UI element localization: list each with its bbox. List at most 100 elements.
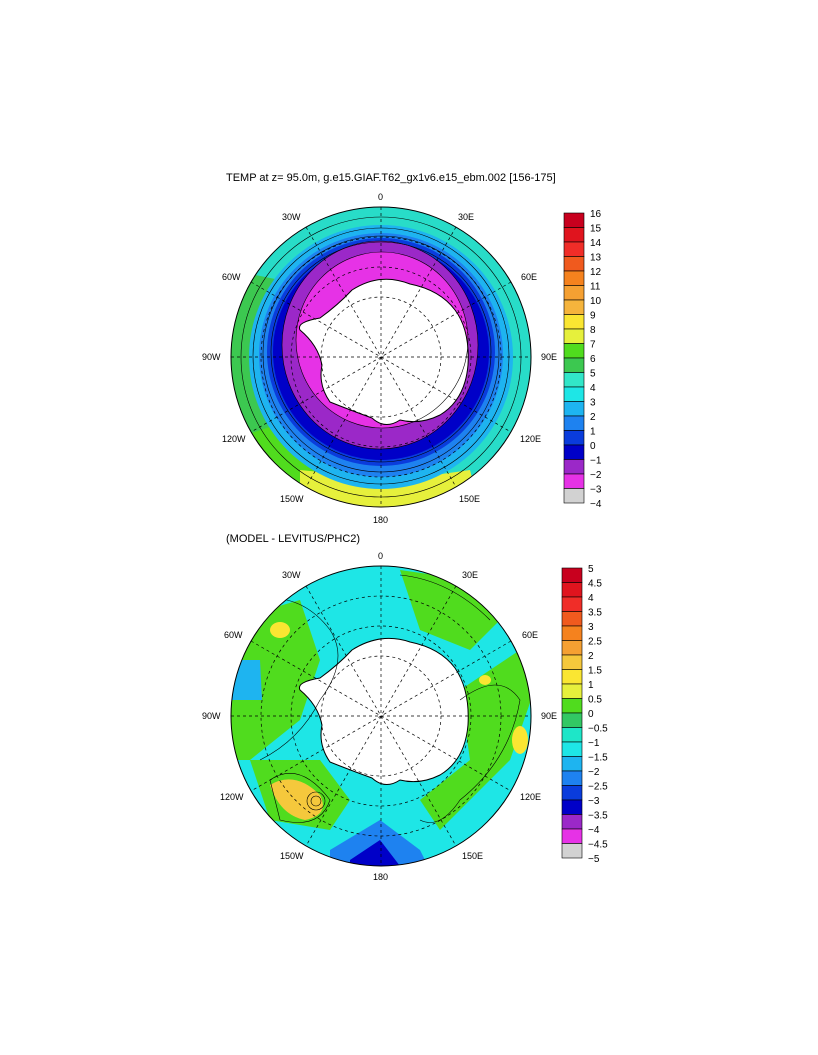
panel1-colorbar-swatch [563,299,585,315]
panel1-colorbar-label: 7 [590,340,596,351]
panel1-colorbar-swatch [563,473,585,489]
panel1-colorbar-label: 15 [590,224,602,235]
panel2-map-border [230,565,532,867]
panel1-colorbar-label: 13 [590,253,602,264]
panel2-lon-label: 120W [220,792,244,802]
panel1-colorbar-label: 8 [590,325,596,336]
panel2-colorbar-swatch [561,712,583,728]
panel1-lon-label: 90W [202,352,221,362]
panel1-lon-label: 30E [458,212,475,222]
panel2-colorbar-label: 3 [588,622,594,633]
panel1-colorbar-label: −3 [590,485,602,496]
panel1-colorbar-label: −1 [590,456,602,467]
panel2-colorbar-label: −1 [588,738,600,749]
panel2-lon-label: 180 [373,872,389,882]
panel1-colorbar-swatch [563,241,585,257]
panel2-colorbar-swatch [561,669,583,685]
panel2-colorbar-swatch [561,683,583,699]
panel1-map-border [230,206,532,508]
panel2-colorbar-swatch [561,582,583,598]
panel2-colorbar-label: −3.5 [588,811,608,822]
panel1-colorbar-label: 5 [590,369,596,380]
panel2-colorbar-swatch [561,814,583,830]
panel1-colorbar-swatch [563,227,585,243]
panel2-colorbar-label: −4 [588,825,600,836]
panel1-lon-label: 150W [280,494,304,504]
panel2-colorbar-label: 1 [588,680,594,691]
panel2-colorbar: 5 4.5 4 3.5 3 2.5 2 1.5 1 0.5 0 −0.5 −1 −1.5 −2 −2.5 −3 −… [561,564,608,865]
panel2-colorbar-swatch [561,640,583,656]
panel2-lon-label: 0 [378,551,384,561]
panel1-colorbar-swatch [563,430,585,446]
panel2-colorbar-label: 5 [588,564,594,575]
panel2-colorbar-label: −5 [588,854,600,865]
panel1-colorbar-label: −2 [590,470,602,481]
panel2-lon-label: 150E [462,851,484,861]
panel2-lon-label: 30W [282,570,301,580]
panel1-colorbar-swatch [563,314,585,330]
panel2-colorbar-label: 4.5 [588,579,602,590]
panel2-lon-label: 30E [462,570,479,580]
panel1-lon-label: 180 [373,515,389,525]
panel1-colorbar-label: 12 [590,267,602,278]
panel1-colorbar-swatch [563,212,585,228]
panel2-lon-label: 60E [522,630,539,640]
panel1-colorbar-label: 3 [590,398,596,409]
panel1-map [231,207,531,507]
panel2-colorbar-label: −2.5 [588,782,608,793]
panel2-colorbar-swatch [561,741,583,757]
panel2-colorbar-swatch [561,611,583,627]
panel2-colorbar-label: −2 [588,767,600,778]
panel2-colorbar-swatch [561,567,583,583]
panel2-colorbar-swatch [561,654,583,670]
panel1-colorbar-label: 16 [590,209,602,220]
panel1-colorbar-swatch [563,386,585,402]
panel2-colorbar-swatch [561,785,583,801]
panel2-colorbar-swatch [561,828,583,844]
panel1-colorbar-swatch [563,357,585,373]
panel2-colorbar-label: −1.5 [588,753,608,764]
panel1-colorbar-label: 0 [590,441,596,452]
panel1-lon-label: 0 [378,192,384,202]
panel2-lon-label: 90E [541,711,558,721]
panel1-colorbar-swatch [563,285,585,301]
panel2-colorbar-label: −3 [588,796,600,807]
panel1-colorbar-swatch [563,488,585,504]
panel1-colorbar-swatch [563,256,585,272]
panel1-lon-label: 90E [541,352,558,362]
panel1-colorbar-label: 11 [590,282,601,293]
panel2-colorbar-swatch [561,770,583,786]
panel1-colorbar-swatch [563,401,585,417]
panel2-colorbar-swatch [561,799,583,815]
panel2-colorbar-swatch [561,596,583,612]
panel2-colorbar-swatch [561,727,583,743]
panel1-colorbar-swatch [563,270,585,286]
panel1-colorbar-label: 6 [590,354,596,365]
panel2-colorbar-label: 2 [588,651,594,662]
panel1-title: TEMP at z= 95.0m, g.e15.GIAF.T62_gx1v6.e… [226,172,556,184]
panel2-colorbar-label: 1.5 [588,666,602,677]
panel1-colorbar-label: 4 [590,383,596,394]
panel2-map [231,566,531,866]
panel1-colorbar-label: 14 [590,238,602,249]
panel1-colorbar-swatch [563,343,585,359]
panel2-colorbar-swatch [561,843,583,859]
panel1-colorbar-swatch [563,444,585,460]
panel1-colorbar-label: 9 [590,311,596,322]
panel2-lon-label: 90W [202,711,221,721]
panel1-colorbar-label: 10 [590,296,602,307]
panel2-colorbar-swatch [561,625,583,641]
panel1-lon-label: 150E [459,494,481,504]
panel1-lon-label: 120W [222,434,246,444]
panel2-lon-label: 150W [280,851,304,861]
panel2-colorbar-label: −0.5 [588,724,608,735]
panel2-colorbar-label: 3.5 [588,608,602,619]
panel1-colorbar-label: −4 [590,499,602,510]
panel1-lon-label: 120E [520,434,542,444]
panel1-colorbar-label: 2 [590,412,596,423]
panel2-lon-label: 60W [224,630,243,640]
panel1-lon-label: 60W [222,272,241,282]
panel1-colorbar-label: 1 [590,427,596,438]
